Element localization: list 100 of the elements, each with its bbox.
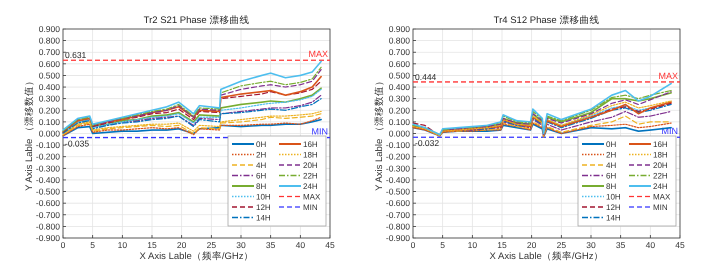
legend-label: 4H bbox=[256, 161, 266, 170]
x-axis-title: X Axis Lable（频率/GHz） bbox=[490, 250, 604, 262]
y-tick-label: 0.000 bbox=[388, 128, 410, 138]
y-tick-label: -0.100 bbox=[386, 140, 410, 150]
x-tick-label: 0 bbox=[60, 240, 66, 250]
y-tick-label: 0.100 bbox=[388, 116, 410, 127]
y-tick-label: 0.600 bbox=[38, 58, 60, 69]
y-tick-label: 0.500 bbox=[388, 70, 410, 80]
y-tick-label: -0.800 bbox=[386, 221, 410, 232]
legend-label: 0H bbox=[256, 140, 266, 149]
y-tick-label: 0.300 bbox=[388, 94, 410, 104]
annotation: 0.631 bbox=[65, 50, 87, 60]
y-tick-label: 0.400 bbox=[388, 82, 410, 92]
y-tick-label: -0.300 bbox=[386, 163, 410, 174]
x-tick-label: 10 bbox=[468, 240, 478, 250]
y-tick-label: -0.200 bbox=[386, 152, 410, 162]
x-tick-label: 15 bbox=[497, 240, 507, 250]
x-tick-label: 25 bbox=[206, 240, 216, 250]
legend-label: 14H bbox=[606, 214, 621, 222]
y-tick-label: -0.800 bbox=[36, 221, 60, 232]
text: MAX bbox=[653, 192, 670, 202]
x-tick-label: 45 bbox=[325, 240, 335, 250]
y-tick-label: -0.500 bbox=[386, 186, 410, 197]
ref-line-label: MAX bbox=[308, 49, 328, 60]
x-tick-label: 40 bbox=[296, 240, 306, 250]
y-tick-label: -0.900 bbox=[386, 233, 410, 243]
y-tick-label: -0.600 bbox=[386, 198, 410, 208]
ref-line-label: MAX bbox=[658, 70, 678, 81]
x-tick-label: 15 bbox=[147, 240, 157, 250]
annotation: -0.035 bbox=[65, 138, 90, 149]
x-tick-label: 5 bbox=[90, 240, 96, 250]
y-tick-label: -0.600 bbox=[36, 198, 60, 208]
legend-label: 10H bbox=[606, 192, 621, 202]
chart-title: Tr4 S12 Phase 漂移曲线 bbox=[494, 14, 600, 26]
annotation: 0.444 bbox=[415, 72, 437, 82]
text: MIN bbox=[653, 203, 668, 212]
y-tick-label: 0.500 bbox=[38, 70, 60, 80]
text: MIN bbox=[303, 203, 318, 212]
ref-line-label: MIN bbox=[312, 126, 328, 137]
y-tick-label: 0.200 bbox=[388, 105, 410, 116]
y-tick-label: -0.400 bbox=[386, 174, 410, 185]
legend-label: 24H bbox=[303, 182, 318, 191]
y-tick-label: 0.900 bbox=[38, 24, 60, 34]
legend-label: 22H bbox=[653, 172, 668, 180]
legend-label: 20H bbox=[653, 161, 668, 170]
x-tick-label: 45 bbox=[675, 240, 685, 250]
x-tick-label: 35 bbox=[616, 240, 626, 250]
y-tick-label: 0.700 bbox=[38, 47, 60, 58]
y-tick-label: -0.100 bbox=[36, 140, 60, 150]
y-tick-label: 0.700 bbox=[388, 47, 410, 58]
legend-label: 0H bbox=[606, 140, 616, 149]
y-tick-label: 0.900 bbox=[388, 24, 410, 34]
legend-label: 4H bbox=[606, 161, 616, 170]
legend-label: 16H bbox=[303, 140, 318, 149]
legend-label: 24H bbox=[653, 182, 668, 191]
legend-label: 18H bbox=[303, 150, 318, 160]
y-tick-label: 0.400 bbox=[38, 82, 60, 92]
legend-label: 6H bbox=[256, 172, 266, 180]
x-tick-label: 10 bbox=[118, 240, 128, 250]
y-tick-label: 0.100 bbox=[38, 116, 60, 127]
legend-label: 8H bbox=[606, 182, 616, 191]
x-tick-label: 25 bbox=[556, 240, 566, 250]
y-tick-label: -0.300 bbox=[36, 163, 60, 174]
y-tick-label: -0.200 bbox=[36, 152, 60, 162]
y-tick-label: -0.700 bbox=[36, 210, 60, 220]
legend-label: 16H bbox=[653, 140, 668, 149]
y-tick-label: -0.400 bbox=[36, 174, 60, 185]
legend-label: 10H bbox=[256, 192, 271, 202]
text: MAX bbox=[303, 192, 320, 202]
x-tick-label: 20 bbox=[176, 240, 187, 250]
legend-label: 2H bbox=[256, 150, 266, 160]
legend-label: 12H bbox=[256, 203, 271, 212]
y-tick-label: 0.000 bbox=[38, 128, 60, 138]
y-tick-label: -0.700 bbox=[386, 210, 410, 220]
legend-label: 14H bbox=[256, 214, 271, 222]
x-tick-label: 30 bbox=[236, 240, 246, 250]
x-tick-label: 5 bbox=[440, 240, 446, 250]
legend-label: 8H bbox=[256, 182, 266, 191]
y-tick-label: 0.600 bbox=[388, 58, 410, 69]
y-tick-label: -0.900 bbox=[36, 233, 60, 243]
x-tick-label: 40 bbox=[646, 240, 656, 250]
y-tick-label: 0.800 bbox=[38, 36, 60, 46]
legend-label: 6H bbox=[606, 172, 616, 180]
y-tick-label: -0.500 bbox=[36, 186, 60, 197]
legend-label: 2H bbox=[606, 150, 616, 160]
chart-title: Tr2 S21 Phase 漂移曲线 bbox=[144, 14, 250, 26]
legend-label: 20H bbox=[303, 161, 318, 170]
legend-label: 18H bbox=[653, 150, 668, 160]
y-tick-label: 0.800 bbox=[388, 36, 410, 46]
y-axis-title: Y Axis Lable （漂移数值） bbox=[23, 76, 35, 191]
legend-label: 22H bbox=[303, 172, 318, 180]
y-axis-title: Y Axis Lable （漂移数值） bbox=[373, 76, 385, 191]
x-tick-label: 0 bbox=[410, 240, 416, 250]
x-tick-label: 35 bbox=[266, 240, 276, 250]
x-tick-label: 30 bbox=[586, 240, 596, 250]
annotation: -0.032 bbox=[415, 138, 440, 148]
y-tick-label: 0.300 bbox=[38, 94, 60, 104]
x-axis-title: X Axis Lable（频率/GHz） bbox=[140, 250, 254, 262]
y-tick-label: 0.200 bbox=[38, 105, 60, 116]
legend-label: 12H bbox=[606, 203, 621, 212]
